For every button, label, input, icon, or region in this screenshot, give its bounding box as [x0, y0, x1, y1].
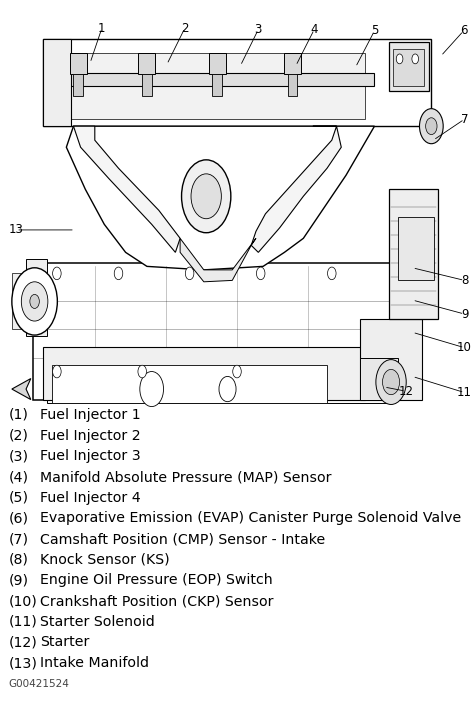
Bar — [0, 0, 474, 403]
Text: 13: 13 — [9, 224, 24, 236]
Bar — [57, 53, 365, 119]
Text: (13): (13) — [9, 656, 37, 670]
Circle shape — [396, 54, 403, 64]
Text: Starter: Starter — [40, 635, 90, 649]
Circle shape — [21, 282, 48, 321]
Bar — [398, 217, 434, 280]
Polygon shape — [66, 126, 374, 270]
Text: 2: 2 — [181, 22, 189, 34]
Circle shape — [419, 109, 443, 144]
Text: Fuel Injector 2: Fuel Injector 2 — [40, 428, 141, 442]
Polygon shape — [251, 126, 341, 252]
Circle shape — [426, 118, 437, 135]
Circle shape — [219, 376, 236, 402]
Text: Evaporative Emission (EVAP) Canister Purge Solenoid Valve: Evaporative Emission (EVAP) Canister Pur… — [40, 511, 462, 525]
Bar — [26, 259, 47, 336]
Bar — [52, 365, 327, 403]
Text: (3): (3) — [9, 449, 28, 463]
Circle shape — [12, 268, 57, 335]
Text: 12: 12 — [398, 385, 413, 397]
Polygon shape — [12, 379, 31, 400]
Text: 4: 4 — [310, 23, 318, 36]
Text: 6: 6 — [460, 25, 467, 37]
Text: 11: 11 — [457, 386, 472, 399]
Circle shape — [53, 365, 61, 378]
Polygon shape — [180, 238, 256, 282]
Bar — [360, 319, 422, 400]
Bar — [47, 347, 389, 403]
Text: Fuel Injector 1: Fuel Injector 1 — [40, 408, 141, 422]
Text: (8): (8) — [9, 552, 28, 566]
Bar — [33, 263, 398, 400]
Text: (7): (7) — [9, 532, 28, 546]
Bar — [389, 189, 438, 319]
Text: Starter Solenoid: Starter Solenoid — [40, 615, 155, 629]
Text: (2): (2) — [9, 428, 28, 442]
Text: 7: 7 — [461, 113, 468, 125]
Circle shape — [412, 54, 419, 64]
Text: (6): (6) — [9, 511, 28, 525]
Text: (10): (10) — [9, 594, 37, 608]
Bar — [393, 49, 424, 86]
Bar — [138, 53, 155, 74]
Text: (4): (4) — [9, 470, 28, 484]
Text: Fuel Injector 4: Fuel Injector 4 — [40, 491, 141, 505]
Text: (11): (11) — [9, 615, 37, 629]
Text: Knock Sensor (KS): Knock Sensor (KS) — [40, 552, 170, 566]
Circle shape — [138, 365, 146, 378]
Bar — [70, 53, 87, 74]
Bar — [212, 74, 222, 96]
Circle shape — [376, 360, 406, 404]
Text: Camshaft Position (CMP) Sensor - Intake: Camshaft Position (CMP) Sensor - Intake — [40, 532, 326, 546]
Bar — [360, 358, 398, 400]
Bar — [288, 74, 297, 96]
Text: (12): (12) — [9, 635, 37, 649]
Circle shape — [140, 372, 164, 407]
Circle shape — [191, 174, 221, 219]
Circle shape — [30, 294, 39, 308]
Bar — [389, 42, 429, 91]
Text: Crankshaft Position (CKP) Sensor: Crankshaft Position (CKP) Sensor — [40, 594, 274, 608]
Text: Fuel Injector 3: Fuel Injector 3 — [40, 449, 141, 463]
Circle shape — [328, 267, 336, 280]
Circle shape — [256, 267, 265, 280]
Bar — [43, 39, 431, 126]
Text: (1): (1) — [9, 408, 28, 422]
Text: (9): (9) — [9, 573, 28, 587]
Bar — [55, 73, 374, 86]
Bar — [12, 273, 35, 329]
Bar — [284, 53, 301, 74]
Circle shape — [182, 160, 231, 233]
Circle shape — [383, 369, 400, 395]
Bar — [142, 74, 152, 96]
Circle shape — [185, 267, 194, 280]
Text: 10: 10 — [457, 341, 472, 354]
Text: (5): (5) — [9, 491, 28, 505]
Text: 9: 9 — [461, 308, 468, 320]
Bar — [43, 39, 71, 126]
Polygon shape — [73, 126, 180, 252]
Text: 8: 8 — [461, 274, 468, 287]
Text: Manifold Absolute Pressure (MAP) Sensor: Manifold Absolute Pressure (MAP) Sensor — [40, 470, 332, 484]
Text: 5: 5 — [371, 25, 378, 37]
Circle shape — [114, 267, 123, 280]
Text: Engine Oil Pressure (EOP) Switch: Engine Oil Pressure (EOP) Switch — [40, 573, 273, 587]
Text: G00421524: G00421524 — [9, 679, 69, 689]
Bar — [209, 53, 226, 74]
Circle shape — [233, 365, 241, 378]
Circle shape — [53, 267, 61, 280]
Text: Intake Manifold: Intake Manifold — [40, 656, 149, 670]
Text: 3: 3 — [255, 23, 262, 36]
Bar — [73, 74, 83, 96]
Text: 1: 1 — [98, 22, 106, 34]
Bar — [43, 347, 365, 400]
